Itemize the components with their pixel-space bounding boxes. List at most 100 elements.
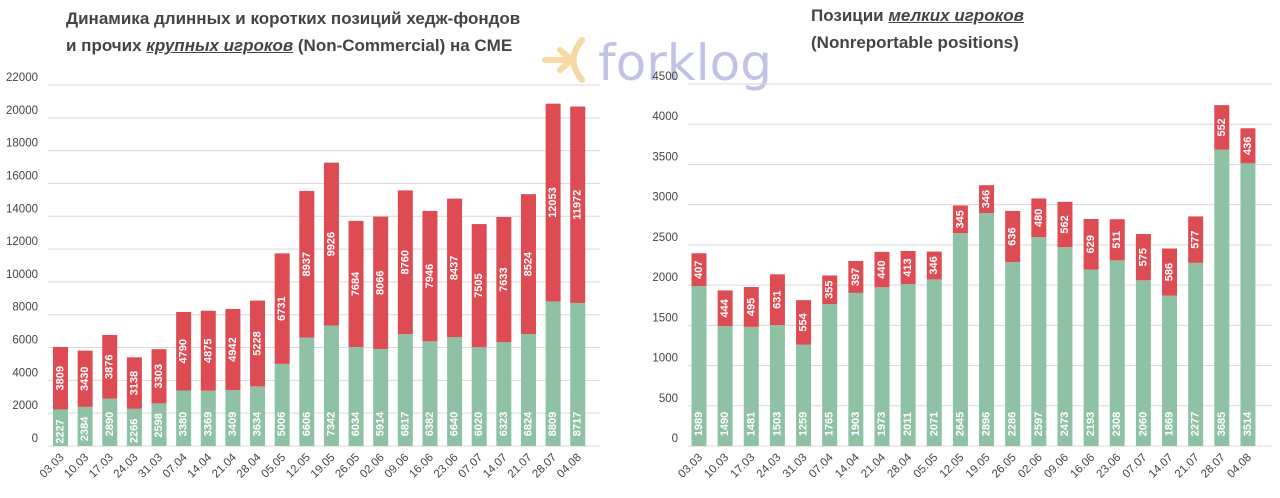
x-tick-label: 28.04	[235, 451, 264, 480]
long-bar	[274, 363, 290, 446]
short-value-label: 3876	[104, 355, 116, 379]
short-bar	[299, 190, 315, 338]
forklog-logo: forklog	[542, 34, 772, 92]
long-value-label: 1765	[824, 412, 836, 436]
x-tick-label: 14.04	[186, 451, 215, 480]
short-bar	[102, 334, 118, 399]
long-value-label: 1989	[693, 412, 705, 436]
short-value-label: 9926	[325, 232, 337, 256]
short-value-label: 562	[1059, 215, 1071, 233]
x-tick-label: 03.03	[676, 452, 705, 481]
short-value-label: 577	[1190, 230, 1202, 248]
x-tick-label: 24.03	[112, 452, 141, 481]
short-bar	[1109, 219, 1125, 261]
short-value-label: 6731	[276, 296, 288, 320]
long-value-label: 1481	[745, 412, 757, 436]
short-value-label: 7633	[498, 267, 510, 291]
short-value-label: 355	[824, 281, 836, 299]
long-value-label: 1903	[850, 412, 862, 436]
x-tick-label: 05.05	[912, 452, 941, 481]
long-bar	[151, 403, 167, 446]
short-value-label: 7505	[473, 273, 485, 297]
long-bar	[822, 304, 838, 446]
long-bar	[691, 285, 707, 446]
short-bar	[769, 274, 785, 326]
long-value-label: 6034	[350, 411, 362, 436]
y-tick-label: 1000	[652, 353, 678, 365]
long-bar	[447, 337, 463, 446]
long-bar	[225, 390, 241, 446]
long-bar	[176, 390, 192, 446]
x-tick-label: 17.03	[87, 452, 116, 481]
long-bar	[1135, 280, 1151, 446]
short-value-label: 7946	[424, 264, 436, 288]
long-bar	[1005, 262, 1021, 446]
long-bar	[250, 386, 266, 446]
long-bar	[900, 284, 916, 446]
short-bar	[250, 300, 266, 387]
short-bar	[274, 253, 290, 364]
x-tick-label: 28.07	[1199, 452, 1228, 481]
x-tick-label: 02.06	[1016, 452, 1045, 481]
long-value-label: 1503	[771, 412, 783, 436]
left-title-line2: и прочих крупных игроков (Non-Commercial…	[66, 32, 520, 59]
long-bar	[1214, 149, 1230, 446]
short-bar	[1214, 105, 1230, 150]
right-chart-title: Позиции мелких игроков (Nonreportable po…	[811, 2, 1024, 56]
long-value-label: 2308	[1111, 412, 1123, 436]
long-bar	[952, 233, 968, 446]
long-bar	[471, 347, 487, 446]
y-tick-label: 2500	[652, 232, 678, 244]
long-value-label: 5006	[276, 412, 288, 436]
x-tick-label: 12.05	[284, 452, 313, 481]
long-bar	[848, 292, 864, 446]
long-bar	[200, 390, 216, 446]
short-value-label: 554	[798, 312, 810, 331]
short-bar	[796, 300, 812, 345]
y-tick-label: 16000	[6, 170, 38, 182]
long-bar	[717, 326, 733, 446]
x-tick-label: 21.07	[506, 452, 535, 481]
long-value-label: 6640	[449, 412, 461, 436]
x-tick-label: 21.04	[859, 451, 888, 480]
left-chart-title: Динамика длинных и коротких позиций хедж…	[66, 5, 520, 59]
x-tick-label: 17.03	[729, 452, 758, 481]
long-bar	[796, 344, 812, 446]
long-bar	[769, 325, 785, 446]
short-bar	[496, 216, 512, 343]
short-bar	[1057, 201, 1073, 248]
long-value-label: 6323	[498, 412, 510, 436]
short-bar	[200, 310, 216, 391]
x-tick-label: 04.08	[555, 452, 584, 481]
short-bar	[1188, 216, 1204, 263]
forklog-wordmark: forklog	[598, 34, 772, 92]
short-value-label: 346	[981, 190, 993, 208]
short-value-label: 436	[1242, 137, 1254, 155]
short-bar	[900, 251, 916, 285]
short-value-label: 8760	[399, 250, 411, 274]
y-tick-label: 18000	[6, 138, 38, 150]
x-tick-label: 09.06	[383, 452, 412, 481]
x-tick-label: 10.03	[702, 452, 731, 481]
short-bar	[743, 287, 759, 327]
long-value-label: 2071	[928, 412, 940, 436]
y-tick-label: 0	[32, 433, 38, 445]
long-value-label: 6606	[301, 412, 313, 436]
long-value-label: 1973	[876, 412, 888, 436]
x-tick-label: 26.05	[333, 452, 362, 481]
long-bar	[299, 337, 315, 446]
short-value-label: 7684	[350, 271, 362, 296]
short-bar	[926, 251, 942, 280]
long-value-label: 1490	[719, 412, 731, 436]
y-tick-label: 20000	[6, 105, 38, 117]
long-bar	[545, 301, 561, 446]
right-title-line1-pre: Позиции	[811, 6, 889, 25]
short-value-label: 495	[745, 298, 757, 316]
short-bar	[570, 106, 586, 303]
short-bar	[348, 220, 364, 347]
long-bar	[397, 334, 413, 446]
long-value-label: 2277	[1190, 412, 1202, 436]
x-tick-label: 23.06	[432, 452, 461, 481]
short-value-label: 4942	[227, 337, 239, 361]
